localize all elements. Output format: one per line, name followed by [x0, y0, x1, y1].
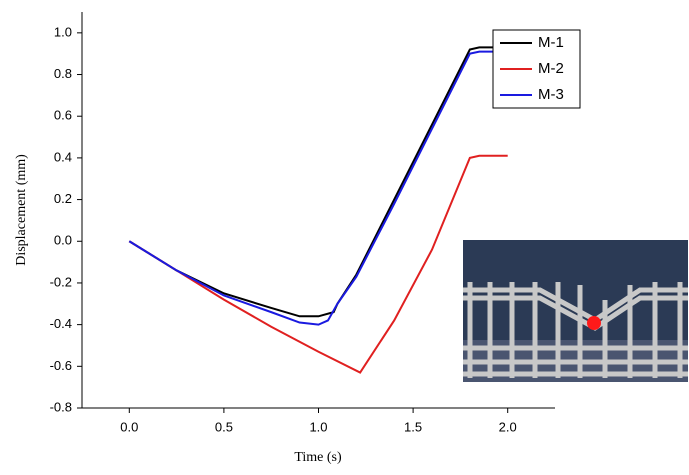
y-axis-label: Displacement (mm)	[14, 154, 29, 266]
legend-label: M-1	[538, 34, 564, 51]
x-axis-label: Time (s)	[294, 450, 342, 465]
page: {"chart_data": {"type": "line", "x_label…	[0, 0, 689, 475]
y-tick-label: -0.4	[50, 316, 72, 331]
legend-label: M-2	[538, 60, 564, 77]
x-tick-label: 0.5	[215, 419, 233, 434]
y-tick-label: 1.0	[54, 24, 72, 39]
line-series	[129, 52, 507, 325]
x-tick-label: 1.0	[309, 419, 327, 434]
y-tick-label: -0.2	[50, 274, 72, 289]
inset-image	[463, 240, 688, 382]
y-tick-label: 0.2	[54, 191, 72, 206]
line-series	[129, 156, 507, 373]
y-tick-label: -0.8	[50, 399, 72, 414]
legend-label: M-3	[538, 86, 564, 103]
y-tick-label: -0.6	[50, 358, 72, 373]
inset-marker	[587, 316, 601, 330]
x-tick-label: 1.5	[404, 419, 422, 434]
y-tick-label: 0.6	[54, 108, 72, 123]
chart: Time (s) Displacement (mm) -0.8 -0.6 -0.4 -…	[0, 0, 689, 470]
y-tick-label: 0.4	[54, 149, 72, 164]
x-tick-label: 0.0	[120, 419, 138, 434]
y-tick-label: 0.0	[54, 233, 72, 248]
x-tick-label: 2.0	[499, 419, 517, 434]
y-tick-label: 0.8	[54, 66, 72, 81]
